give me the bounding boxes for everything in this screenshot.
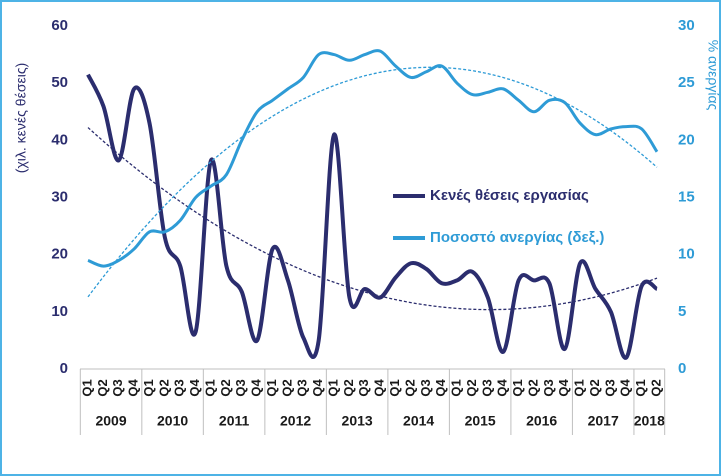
x-tick-label: Q4 (126, 379, 141, 397)
series-line (87, 49, 659, 268)
y-tick-label: 40 (51, 131, 68, 148)
x-tick-label: Q1 (325, 379, 340, 396)
y2-tick-label: 5 (678, 303, 686, 320)
x-tick-label: Q2 (341, 379, 356, 396)
year-label: 2011 (219, 413, 250, 429)
x-tick-label: Q2 (402, 379, 417, 396)
x-tick-label: Q1 (449, 379, 464, 396)
x-tick-label: Q2 (587, 379, 602, 396)
year-label: 2009 (95, 413, 126, 429)
y2-tick-label: 0 (678, 360, 686, 377)
x-tick-label: Q3 (356, 379, 371, 396)
x-tick-label: Q1 (264, 379, 279, 396)
x-tick-label: Q3 (479, 379, 494, 396)
y-tick-label: 30 (51, 188, 68, 205)
y2-tick-label: 10 (678, 246, 695, 263)
x-tick-label: Q1 (202, 379, 217, 396)
year-label: 2018 (634, 413, 665, 429)
year-label: 2017 (588, 413, 619, 429)
x-tick-label: Q3 (295, 379, 310, 396)
year-label: 2016 (526, 413, 557, 429)
legend-label: Κενές θέσεις εργασίας (430, 187, 589, 204)
x-tick-label: Q4 (310, 379, 325, 397)
x-tick-label: Q1 (79, 379, 94, 396)
year-label: 2010 (157, 413, 188, 429)
y-tick-label: 50 (51, 74, 68, 91)
x-tick-label: Q2 (525, 379, 540, 396)
x-tick-label: Q3 (541, 379, 556, 396)
x-tick-label: Q4 (372, 379, 387, 397)
x-tick-label: Q2 (648, 379, 663, 396)
x-tick-label: Q4 (495, 379, 510, 397)
x-tick-label: Q3 (233, 379, 248, 396)
x-tick-label: Q1 (387, 379, 402, 396)
x-tick-label: Q3 (172, 379, 187, 396)
x-tick-label: Q4 (433, 379, 448, 397)
x-tick-label: Q1 (572, 379, 587, 396)
y2-tick-label: 30 (678, 17, 695, 34)
x-tick-label: Q3 (418, 379, 433, 396)
y-tick-label: 20 (51, 246, 68, 263)
legend-label: Ποσοστό ανεργίας (δεξ.) (430, 229, 604, 246)
x-tick-label: Q4 (556, 379, 571, 397)
x-tick-label: Q3 (602, 379, 617, 396)
x-tick-label: Q4 (249, 379, 264, 397)
x-tick-label: Q1 (633, 379, 648, 396)
x-tick-label: Q2 (95, 379, 110, 396)
x-tick-label: Q1 (141, 379, 156, 396)
y2-tick-label: 15 (678, 188, 695, 205)
x-tick-label: Q4 (187, 379, 202, 397)
x-tick-label: Q1 (510, 379, 525, 396)
x-tick-label: Q2 (156, 379, 171, 396)
x-tick-label: Q2 (464, 379, 479, 396)
y-tick-label: 60 (51, 17, 68, 34)
x-tick-label: Q2 (218, 379, 233, 396)
x-tick-label: Q3 (110, 379, 125, 396)
y2-axis-label: % ανεργίας (705, 40, 721, 111)
y-axis-label: (χιλ. κενές θέσεις) (13, 63, 29, 173)
series-line (86, 73, 659, 360)
y-tick-label: 0 (60, 360, 68, 377)
y2-tick-label: 25 (678, 74, 695, 91)
year-label: 2012 (280, 413, 311, 429)
year-label: 2015 (465, 413, 496, 429)
x-tick-label: Q4 (618, 379, 633, 397)
y2-tick-label: 20 (678, 131, 695, 148)
y-tick-label: 10 (51, 303, 68, 320)
x-tick-label: Q2 (279, 379, 294, 396)
year-label: 2013 (342, 413, 373, 429)
year-label: 2014 (403, 413, 434, 429)
